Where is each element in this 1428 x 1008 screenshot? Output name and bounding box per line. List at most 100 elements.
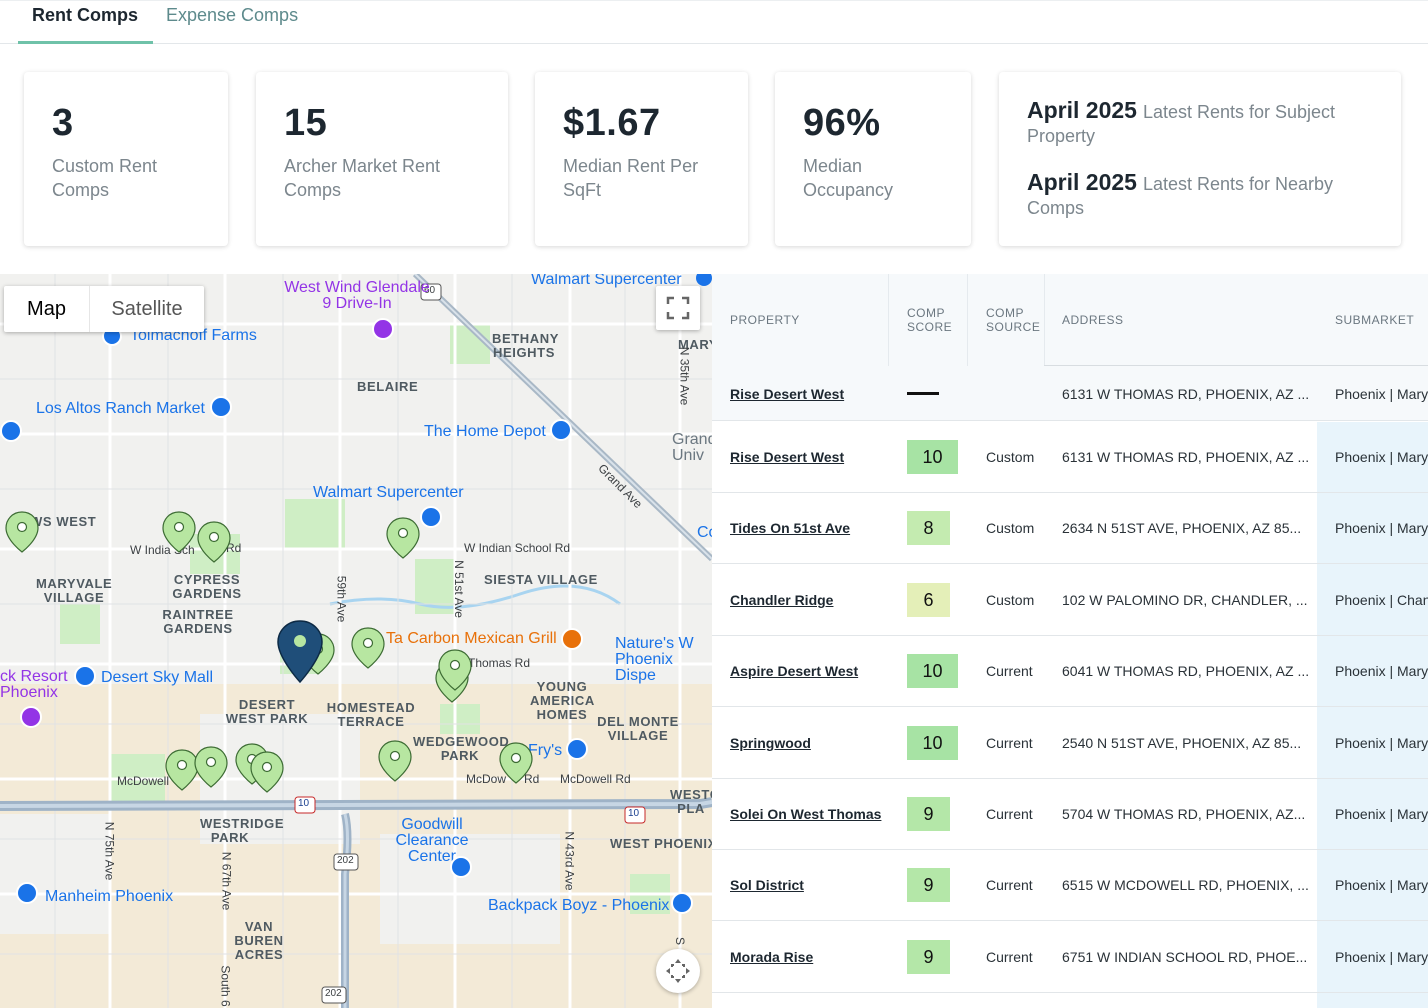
poi-goodwill[interactable]: Goodwill Clearance Center — [395, 816, 469, 865]
tab-expense-comps[interactable]: Expense Comps — [166, 5, 299, 25]
subject-property-pin[interactable] — [277, 620, 323, 684]
submarket-column-shade — [1317, 422, 1428, 1008]
shopping-bag-icon — [16, 882, 38, 904]
recenter-button[interactable] — [656, 949, 700, 993]
score-placeholder — [907, 392, 939, 395]
address-cell: 6751 W INDIAN SCHOOL RD, PHOE... — [1062, 949, 1308, 965]
property-link[interactable]: Morada Rise — [730, 949, 814, 965]
comp-score-badge: 9 — [907, 940, 950, 974]
property-link[interactable]: Solei On West Thomas — [730, 806, 882, 822]
poi-home-depot[interactable]: The Home Depot — [424, 423, 546, 440]
map-pins — [5, 511, 533, 793]
column-header-submarket[interactable]: SUBMARKET — [1335, 313, 1415, 327]
comp-source-cell: Custom — [986, 592, 1035, 608]
poi-desert-sky-mall[interactable]: Desert Sky Mall — [101, 669, 214, 686]
comp-source-cell: Current — [986, 806, 1033, 822]
table-row[interactable]: Springwood 10 Current 2540 N 51ST AVE, PHOE… — [712, 708, 1428, 779]
column-header-comp-source[interactable]: COMP SOURCE — [986, 306, 1041, 334]
table-header: PROPERTY COMP SCORE COMP SOURCE ADDRESS … — [712, 274, 1428, 366]
table-row[interactable]: Chandler Ridge 6 Custom 102 W PALOMINO DR, … — [712, 565, 1428, 636]
table-row[interactable]: Morada Rise 9 Current 6751 W INDIAN SCHOOL … — [712, 922, 1428, 993]
property-link[interactable]: Rise Desert West — [730, 449, 845, 465]
comp-pin[interactable] — [386, 517, 420, 559]
comp-pin[interactable] — [351, 627, 385, 669]
stat-label: Custom Rent Comps — [52, 156, 158, 200]
comp-score-badge: 9 — [907, 868, 950, 902]
submarket-cell: Phoenix | Mary — [1335, 386, 1428, 402]
theater-icon — [372, 318, 394, 340]
shopping-bag-icon — [671, 892, 693, 914]
map-label-desert-west-park: DESERT WEST PARK — [225, 697, 309, 726]
property-link[interactable]: Springwood — [730, 735, 811, 751]
table-row[interactable]: Aspire Desert West 10 Current 6041 W THOMAS… — [712, 636, 1428, 707]
column-header-property[interactable]: PROPERTY — [730, 313, 800, 327]
table-row[interactable]: Solei On West Thomas 9 Current 5704 W THOMA… — [712, 779, 1428, 850]
stat-card-median-rent-sqft: $1.67 Median Rent Per SqFt — [535, 72, 748, 246]
satellite-view-button[interactable]: Satellite — [111, 298, 183, 320]
poi-resort-phoenix[interactable]: ck Resort Phoenix — [0, 668, 68, 701]
comp-pin[interactable] — [5, 511, 39, 553]
poi-west-wind-drive-in[interactable]: West Wind Glendale 9 Drive-In — [284, 279, 430, 312]
stat-label: Median Occupancy — [803, 156, 894, 200]
address-cell: 5704 W THOMAS RD, PHOENIX, AZ... — [1062, 806, 1306, 822]
poi-ta-carbon[interactable]: Ta Carbon Mexican Grill — [386, 630, 557, 647]
map-type-toggle: Map Satellite — [4, 286, 204, 332]
address-cell: 6131 W THOMAS RD, PHOENIX, AZ ... — [1062, 386, 1310, 402]
comp-source-cell: Current — [986, 735, 1033, 751]
comp-pin[interactable] — [194, 746, 228, 788]
tab-rent-comps[interactable]: Rent Comps — [32, 5, 139, 25]
shopping-cart-icon — [210, 396, 232, 418]
street-rd: Rd — [226, 541, 242, 555]
map-label-cypress-gardens: CYPRESS GARDENS — [172, 572, 242, 601]
map-label-westo-pla: WESTO PLA — [670, 787, 712, 816]
table-row-subject[interactable]: Rise Desert West 6131 W THOMAS RD, PHOEN… — [712, 366, 1428, 421]
restaurant-icon — [561, 628, 583, 650]
submarket-cell: Phoenix | Mary — [1335, 949, 1428, 965]
poi-backpack-boyz[interactable]: Backpack Boyz - Phoenix — [488, 897, 670, 914]
address-cell: 2634 N 51ST AVE, PHOENIX, AZ 85... — [1062, 520, 1302, 536]
poi-walmart-south[interactable]: Walmart Supercenter — [313, 484, 464, 501]
poi-grand-univ[interactable]: Grand Univ — [672, 431, 712, 464]
address-cell: 102 W PALOMINO DR, CHANDLER, ... — [1062, 592, 1308, 608]
shopping-bag-icon — [550, 419, 572, 441]
comp-pin[interactable] — [250, 751, 284, 793]
property-link[interactable]: Tides On 51st Ave — [730, 520, 851, 536]
comp-pin[interactable] — [197, 521, 231, 563]
table-row[interactable]: Rise Desert West 10 Custom 6131 W THOMAS RD… — [712, 422, 1428, 493]
poi-frys[interactable]: Fry's — [528, 742, 563, 759]
column-header-comp-score[interactable]: COMP SCORE — [907, 306, 953, 334]
table-row[interactable]: Tides On 51st Ave 8 Custom 2634 N 51ST AVE,… — [712, 493, 1428, 564]
poi-walmart-north[interactable]: Walmart Supercenter — [531, 274, 682, 288]
map-label-maryvale-village: MARYVALE VILLAGE — [36, 576, 113, 605]
poi-manheim-phoenix[interactable]: Manheim Phoenix — [45, 888, 174, 905]
address-cell: 6131 W THOMAS RD, PHOENIX, AZ ... — [1062, 449, 1310, 465]
map-view-button[interactable]: Map — [4, 286, 90, 332]
poi-co[interactable]: Co — [697, 524, 712, 541]
comp-pin[interactable] — [165, 749, 199, 791]
poi-natures-wonder[interactable]: Nature's W Phoenix Dispe — [615, 635, 694, 684]
table-row[interactable]: Sol District 9 Current 6515 W MCDOWELL RD, … — [712, 850, 1428, 921]
property-link[interactable]: Aspire Desert West — [730, 663, 859, 679]
map-label-siesta-village: SIESTA VILLAGE — [484, 572, 598, 587]
map-label-belaire: BELAIRE — [357, 379, 419, 394]
comp-pin[interactable] — [162, 511, 196, 553]
comp-score-badge: 10 — [907, 654, 958, 688]
comp-pin[interactable] — [378, 740, 412, 782]
comps-map[interactable]: 60 10 10 202 202 BETHANY HEIGHTS BELAIRE… — [0, 274, 712, 1008]
poi-los-altos-ranch-market[interactable]: Los Altos Ranch Market — [36, 400, 205, 417]
map-label-del-monte-village: DEL MONTE VILLAGE — [597, 714, 679, 743]
property-link[interactable]: Sol District — [730, 877, 804, 893]
map-label-van-buren-acres: VAN BUREN ACRES — [234, 919, 284, 962]
column-header-address[interactable]: ADDRESS — [1062, 313, 1124, 327]
comp-pin[interactable] — [499, 742, 533, 784]
comp-score-badge: 9 — [907, 797, 950, 831]
property-link[interactable]: Rise Desert West — [730, 386, 845, 402]
fullscreen-button[interactable] — [656, 286, 700, 330]
latest-rents-comps: April 2025 Latest Rents for Nearby Comps — [1027, 170, 1367, 220]
address-cell: 6041 W THOMAS RD, PHOENIX, AZ ... — [1062, 663, 1310, 679]
shopping-bag-icon — [420, 506, 442, 528]
shopping-bag-icon — [74, 665, 96, 687]
submarket-cell: Phoenix | Mary — [1335, 520, 1428, 536]
route-shield-10: 10 — [298, 798, 310, 809]
property-link[interactable]: Chandler Ridge — [730, 592, 834, 608]
